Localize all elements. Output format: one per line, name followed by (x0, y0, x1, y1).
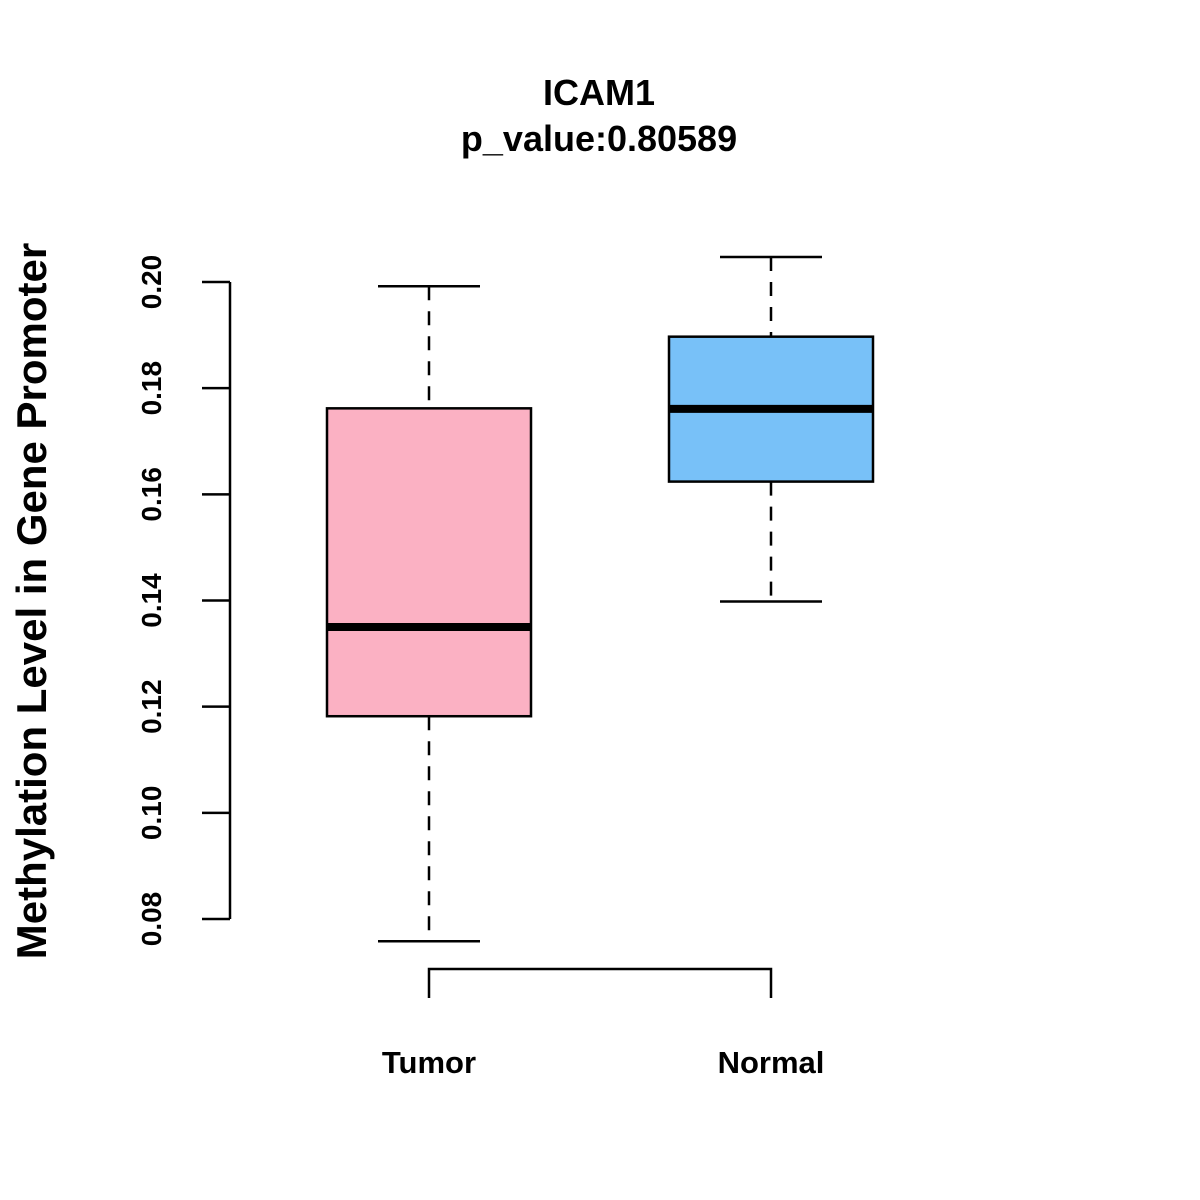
y-axis-label: Methylation Level in Gene Promoter (8, 243, 55, 959)
box-normal (667, 255, 875, 603)
chart-title: ICAM1 (543, 72, 655, 113)
y-tick-label: 0.14 (136, 573, 167, 628)
y-tick-label: 0.08 (136, 892, 167, 947)
y-tick-label: 0.20 (136, 255, 167, 310)
category-label-normal: Normal (718, 1045, 825, 1080)
y-tick-label: 0.10 (136, 786, 167, 841)
chart-subtitle: p_value:0.80589 (461, 118, 737, 159)
bracket-line (427, 967, 773, 998)
category-label-tumor: Tumor (382, 1045, 476, 1080)
box-tumor (325, 284, 533, 943)
y-tick-label: 0.12 (136, 679, 167, 734)
iqr-box-tumor (325, 407, 533, 718)
y-tick-label: 0.18 (136, 361, 167, 416)
y-axis: 0.08 0.10 0.12 0.14 0.16 0.18 0.20 (136, 255, 232, 947)
y-tick-label: 0.16 (136, 467, 167, 522)
boxes-group (325, 255, 875, 943)
category-bracket (427, 967, 773, 998)
